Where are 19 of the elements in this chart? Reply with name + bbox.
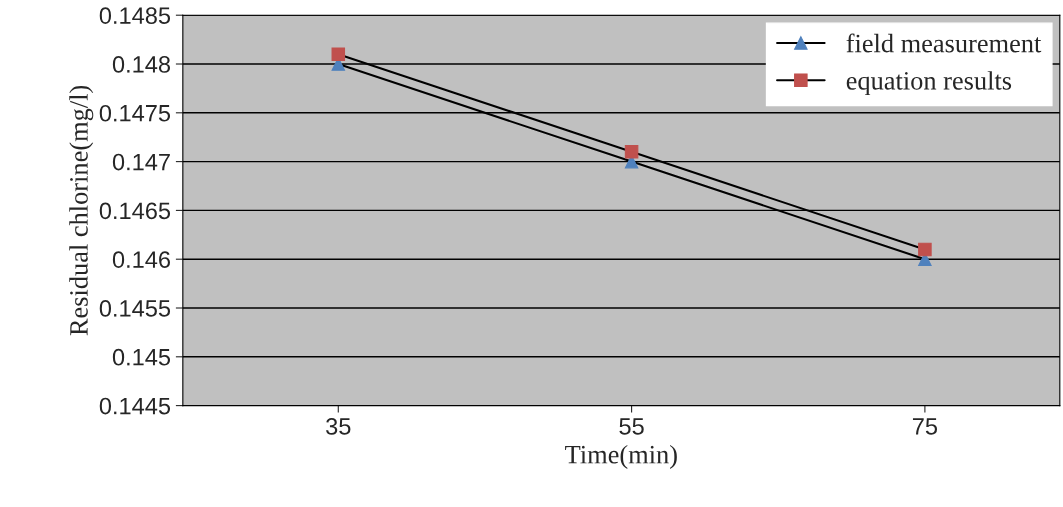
legend-label: field measurement	[846, 33, 1042, 53]
y-tick-label: 0.145	[112, 348, 171, 366]
y-tick-label: 0.148	[112, 56, 171, 73]
x-tick-label: 75	[912, 418, 938, 435]
x-tick-label: 35	[326, 418, 351, 435]
y-tick-label: 0.1485	[99, 7, 171, 24]
y-tick-label: 0.1465	[99, 202, 171, 220]
x-tick-label: 55	[619, 418, 644, 435]
y-tick-label: 0.146	[112, 251, 170, 268]
y-tick-label: 0.1475	[99, 104, 171, 122]
x-axis-title: Time(min)	[565, 444, 677, 469]
y-tick-label: 0.1455	[99, 300, 171, 317]
legend-label: equation results	[846, 71, 1012, 96]
y-tick-label: 0.147	[112, 153, 170, 171]
point	[624, 145, 639, 159]
point	[918, 242, 932, 257]
point	[331, 47, 346, 62]
y-axis-title: Residual chlorine(mg/l)	[69, 85, 94, 336]
y-tick-label: 0.1445	[99, 397, 171, 415]
